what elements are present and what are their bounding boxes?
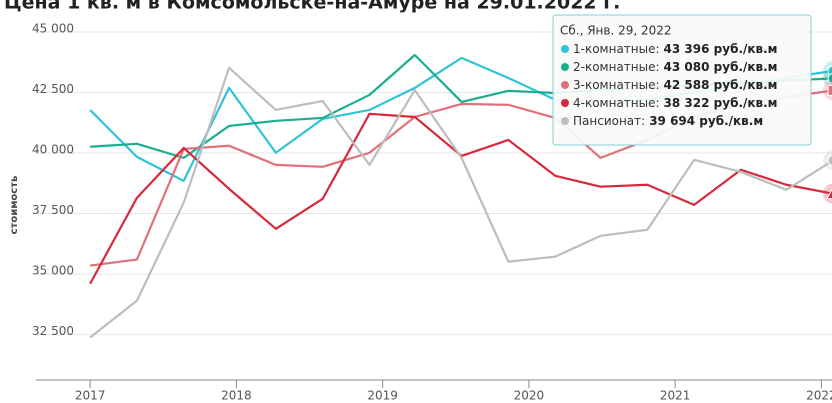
x-tick-label: 2017	[75, 389, 106, 403]
tooltip-name: 2-комнатные:	[573, 60, 660, 74]
y-tick-label: 35 000	[32, 264, 74, 278]
y-tick-label: 40 000	[32, 143, 74, 157]
tooltip-value: 42 588 руб./кв.м	[664, 78, 778, 92]
tooltip-dot	[561, 99, 569, 107]
tooltip-row: 1-комнатные: 43 396 руб./кв.м	[573, 42, 778, 56]
hover-marker	[827, 73, 832, 84]
x-tick-label: 2018	[221, 389, 252, 403]
tooltip-value: 38 322 руб./кв.м	[664, 96, 778, 110]
y-axis-label: стоимость	[9, 176, 20, 235]
tooltip-value: 39 694 руб./кв.м	[649, 114, 763, 128]
tooltip-name: 3-комнатные:	[573, 78, 660, 92]
tooltip-row: 3-комнатные: 42 588 руб./кв.м	[573, 78, 778, 92]
tooltip-name: Пансионат:	[573, 114, 645, 128]
y-tick-label: 42 500	[32, 82, 74, 96]
y-tick-label: 45 000	[32, 22, 74, 36]
series-line	[89, 66, 832, 339]
y-tick-label: 37 500	[32, 203, 74, 217]
hover-marker	[827, 65, 832, 77]
hover-marker	[827, 155, 832, 166]
tooltip-date: Сб., Янв. 29, 2022	[560, 24, 672, 38]
hover-marker	[826, 188, 832, 200]
tooltip-name: 1-комнатные:	[573, 42, 660, 56]
tooltip-value: 43 396 руб./кв.м	[664, 42, 778, 56]
hover-halo	[823, 150, 832, 171]
y-tick-label: 32 500	[32, 324, 74, 338]
tooltip-box	[552, 14, 812, 146]
x-tick-label: 2022	[806, 389, 832, 403]
series-line	[89, 112, 832, 285]
tooltip-row: 2-комнатные: 43 080 руб./кв.м	[573, 60, 778, 74]
tooltip-dot	[561, 45, 569, 53]
tooltip-name: 4-комнатные:	[573, 96, 660, 110]
tooltip-value: 43 080 руб./кв.м	[664, 60, 778, 74]
tooltip-dot	[561, 81, 569, 89]
tooltip-dot	[561, 117, 569, 125]
x-tick-label: 2020	[514, 389, 545, 403]
tooltip-row: 4-комнатные: 38 322 руб./кв.м	[573, 96, 778, 110]
x-tick-label: 2019	[367, 389, 398, 403]
hover-halo	[823, 68, 832, 89]
chart-title: Цена 1 кв. м в Комсомольске-на-Амуре на …	[4, 0, 620, 14]
tooltip-row: Пансионат: 39 694 руб./кв.м	[573, 114, 763, 128]
tooltip-dot	[561, 63, 569, 71]
hover-marker	[827, 84, 832, 96]
tooltip: Сб., Янв. 29, 2022 1-комнатные: 43 396 руб…	[552, 14, 812, 146]
x-tick-label: 2021	[660, 389, 691, 403]
